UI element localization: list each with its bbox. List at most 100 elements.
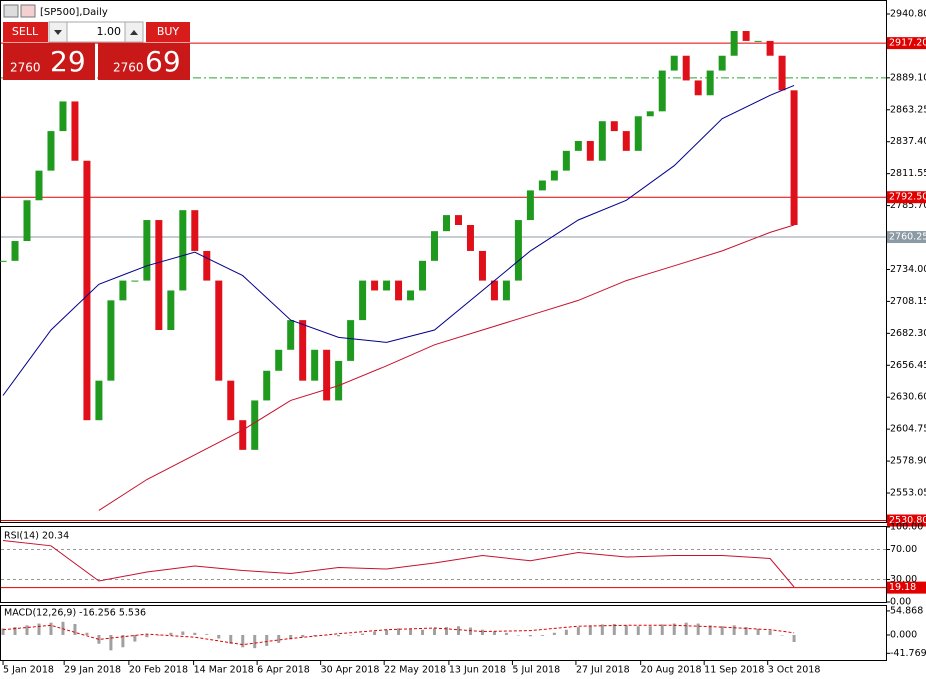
panel-title: RSI(14) 20.34 [4,531,69,542]
candle-body [538,180,546,191]
macd-bar [600,624,604,635]
candle-body [718,55,726,71]
arrow [54,30,62,35]
macd-bar [636,626,640,635]
ask-big: 2760 [113,61,144,75]
candle-body [191,210,199,251]
macd-bar [480,629,484,635]
x-tick-label: 20 Feb 2018 [129,665,188,676]
macd-frame [0,605,887,661]
macd-bar [133,634,137,642]
candle-body [766,40,774,56]
level-label: 2760.25 [889,232,926,243]
macd-bar [421,629,425,635]
y-tick-label: 2656.45 [890,360,926,371]
y-tick-label: 2889.10 [890,72,926,83]
y-tick-label: 2785.70 [890,200,926,211]
macd-bar [564,629,568,635]
macd-bar [504,632,508,635]
macd-bar [37,623,41,635]
moving-average [2,84,795,396]
macd-bar [193,632,197,635]
candle-body [586,140,594,161]
macd-bar [373,631,377,635]
panel-title: MACD(12,26,9) -16.256 5.536 [4,608,146,619]
x-tick-label: 6 Apr 2018 [257,665,310,676]
macd-bar [385,629,389,635]
candle-body [131,280,139,282]
buy-button[interactable] [146,22,190,42]
macd-bar [157,634,161,636]
candle-body [275,349,283,371]
candle-body [431,231,439,261]
candle-body [119,280,127,301]
y-tick-label: 2578.90 [890,456,926,467]
y-tick-label: 2940.80 [890,8,926,19]
y-tick-label: 2553.05 [890,488,926,499]
volume: 1.00 [97,25,122,38]
candle-body [562,150,570,171]
candle-body [167,290,175,331]
macd-bar [145,634,149,638]
macd-bar [528,634,532,637]
macd-bar [768,630,772,635]
candle-body [778,55,786,91]
bid-small: 29 [50,45,86,78]
macd-bar [492,631,496,635]
macd-bar [109,634,113,651]
macd-bar [720,626,724,635]
icon [3,4,19,18]
candle-body [83,160,91,421]
ask-box[interactable] [98,43,190,80]
candle-body [0,260,7,262]
candle-body [335,360,343,401]
candle-body [598,121,606,161]
y-tick-label: 2734.00 [890,264,926,275]
moving-average [98,224,795,511]
y-tick-label: 2863.25 [890,104,926,115]
candle-body [299,320,307,381]
candle-body [706,70,714,96]
buy-label: BUY [157,25,180,38]
macd-bar [588,625,592,635]
bid-box[interactable] [3,43,95,80]
y-tick-label: 0.00 [890,597,911,608]
macd-bar [780,634,784,636]
macd-bar [456,626,460,635]
macd-bar [205,634,209,635]
candle-body [526,190,534,221]
trade-panel: SELL 1.00 BUY 2760 29 2760 69 [3,21,190,80]
x-tick-label: 13 Jun 2018 [449,665,506,676]
candle-body [107,300,115,381]
macd-bar [732,625,736,635]
x-tick-label: 3 Oct 2018 [768,665,821,676]
macd-bar [169,632,173,635]
x-tick-label: 5 Jan 2018 [3,665,54,676]
macd-bar [73,624,77,635]
macd-bar [253,634,257,649]
y-tick-label: 70.00 [890,544,917,555]
y-tick-label: 2682.30 [890,328,926,339]
x-tick-label: 27 Jul 2018 [576,665,630,676]
level-label: 2917.20 [889,38,926,49]
macd-bar [444,627,448,635]
sell-button[interactable] [3,22,48,42]
candle-body [47,131,55,171]
candle-body [383,280,391,291]
macd-bar [349,634,353,636]
y-tick-label: 2708.15 [890,296,926,307]
candle-body [502,280,510,301]
candle-body [658,70,666,112]
macd-bar [708,625,712,635]
candle-body [646,111,654,117]
macd-bar [25,625,29,635]
candle-body [251,400,259,450]
macd-bar [612,624,616,635]
candle-body [35,170,43,201]
candle-body [395,280,403,301]
y-tick-label: 54.868 [890,605,923,616]
macd-bar [576,627,580,635]
rsi-frame [0,526,887,603]
